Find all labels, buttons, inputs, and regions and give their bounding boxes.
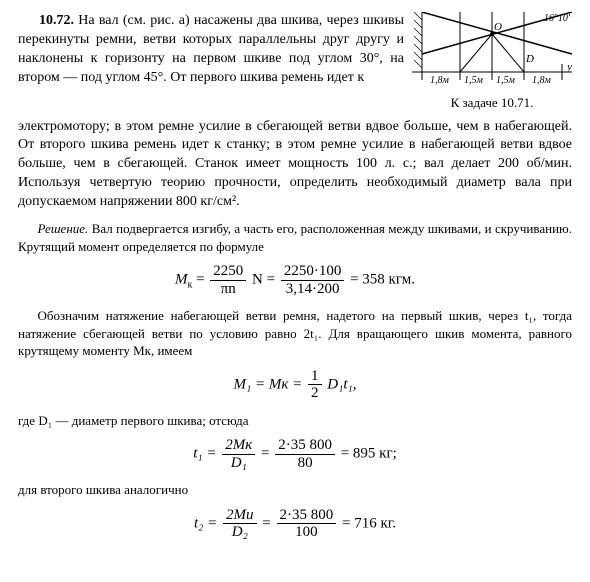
- f1-m: M: [175, 272, 188, 288]
- f2-n: 1: [308, 368, 322, 386]
- f1-eq1: =: [192, 272, 208, 288]
- f3-d1: D₁: [231, 455, 247, 471]
- formula-4: t₂ = 2MиD₂ = 2·35 800100 = 716 кг.: [18, 507, 572, 541]
- figure-block: 16°10' O D y 1,8м 1,5м 1,5м 1,8м К задач…: [412, 12, 572, 112]
- f4-n1: 2Mи: [226, 507, 254, 523]
- dim-4: 1,8м: [532, 74, 551, 88]
- f1-d2: 3,14·200: [281, 281, 345, 298]
- f1-res: = 358 кгм.: [346, 272, 415, 288]
- solution-paragraph-2: Обозначим натяжение набегающей ветви рем…: [18, 307, 572, 360]
- solution-text-1: Вал подвергается изгибу, а часть его, ра…: [18, 221, 572, 254]
- solution-paragraph-4: для второго шкива аналогично: [18, 481, 572, 499]
- f2-rhs: D₁t₁,: [324, 376, 357, 392]
- dim-3: 1,5м: [496, 74, 515, 88]
- solution-paragraph-1: Решение. Вал подвергается изгибу, а част…: [18, 220, 572, 255]
- f4-lhs: t₂ =: [194, 515, 221, 531]
- problem-text-1: На вал (см. рис. а) насажены два шкива, …: [18, 13, 404, 85]
- problem-number: 10.72.: [39, 13, 74, 28]
- dim-2: 1,5м: [464, 74, 483, 88]
- solution-head: Решение.: [38, 221, 89, 236]
- f1-mid: N =: [248, 272, 279, 288]
- f4-d2: 100: [277, 524, 337, 541]
- problem-paragraph-2: электромотору; в этом ремне усилие в сбе…: [18, 118, 572, 212]
- f3-d2: 80: [275, 455, 335, 472]
- formula-2: M₁ = Mк = 12 D₁t₁,: [18, 368, 572, 402]
- f1-n1: 2250: [210, 263, 246, 281]
- label-o: O: [494, 20, 502, 35]
- solution-paragraph-3: где D₁ — диаметр первого шкива; отсюда: [18, 412, 572, 430]
- figure-diagram: 16°10' O D y 1,8м 1,5м 1,5м 1,8м: [412, 12, 572, 90]
- f2-d: 2: [308, 385, 322, 402]
- label-y: y: [567, 60, 572, 75]
- f1-d1: πn: [210, 281, 246, 298]
- dim-1: 1,8м: [430, 74, 449, 88]
- f1-n2: 2250·100: [281, 263, 345, 281]
- formula-1: Mк = 2250πn N = 2250·1003,14·200 = 358 к…: [18, 263, 572, 297]
- formula-3: t₁ = 2Mк D₁ = 2·35 80080 = 895 кг;: [18, 437, 572, 471]
- f4-eq: =: [259, 515, 275, 531]
- f3-lhs: t₁ =: [193, 446, 220, 462]
- f3-res: = 895 кг;: [337, 446, 397, 462]
- f4-d1: D₂: [232, 524, 248, 540]
- f4-n2: 2·35 800: [277, 507, 337, 525]
- label-d: D: [526, 52, 534, 67]
- figure-caption: К задаче 10.71.: [412, 94, 572, 112]
- f3-eq: =: [257, 446, 273, 462]
- f2-lhs: M₁ = Mк =: [234, 376, 306, 392]
- f3-n1: 2Mк: [225, 437, 252, 453]
- f4-res: = 716 кг.: [338, 515, 396, 531]
- angle-label: 16°10': [544, 12, 570, 26]
- f3-n2: 2·35 800: [275, 437, 335, 455]
